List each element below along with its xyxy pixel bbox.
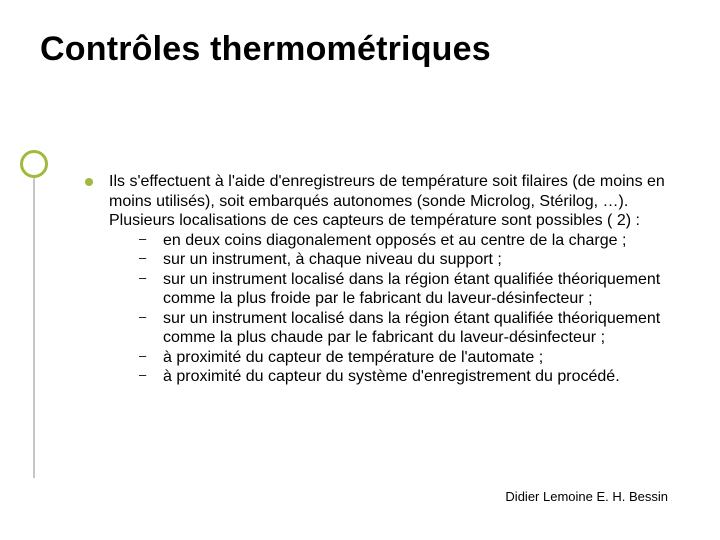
list-item: – à proximité du capteur du système d'en… <box>139 367 680 387</box>
list-item: – sur un instrument, à chaque niveau du … <box>139 250 680 270</box>
list-item-text: à proximité du capteur de température de… <box>163 348 543 368</box>
dash-icon: – <box>139 231 153 247</box>
dash-icon: – <box>139 348 153 364</box>
level2-list: – en deux coins diagonalement opposés et… <box>139 231 680 387</box>
circle-icon <box>20 150 48 178</box>
list-item-text: en deux coins diagonalement opposés et a… <box>163 231 626 251</box>
left-decoration <box>20 100 50 480</box>
list-item-text: sur un instrument localisé dans la régio… <box>163 270 680 309</box>
list-item-text: sur un instrument, à chaque niveau du su… <box>163 250 502 270</box>
slide-title: Contrôles thermométriques <box>40 30 491 69</box>
footer-text: Didier Lemoine E. H. Bessin <box>505 489 668 504</box>
slide: Contrôles thermométriques Ils s'effectue… <box>0 0 720 540</box>
intro-text: Ils s'effectuent à l'aide d'enregistreur… <box>109 172 680 231</box>
vertical-line <box>33 178 35 478</box>
list-item: – à proximité du capteur de température … <box>139 348 680 368</box>
bullet-icon <box>85 178 93 186</box>
dash-icon: – <box>139 367 153 383</box>
dash-icon: – <box>139 309 153 325</box>
list-item: – sur un instrument localisé dans la rég… <box>139 270 680 309</box>
dash-icon: – <box>139 270 153 286</box>
list-item-text: sur un instrument localisé dans la régio… <box>163 309 680 348</box>
level1-item: Ils s'effectuent à l'aide d'enregistreur… <box>85 172 680 231</box>
content-block: Ils s'effectuent à l'aide d'enregistreur… <box>85 172 680 387</box>
list-item: – sur un instrument localisé dans la rég… <box>139 309 680 348</box>
dash-icon: – <box>139 250 153 266</box>
list-item: – en deux coins diagonalement opposés et… <box>139 231 680 251</box>
list-item-text: à proximité du capteur du système d'enre… <box>163 367 620 387</box>
